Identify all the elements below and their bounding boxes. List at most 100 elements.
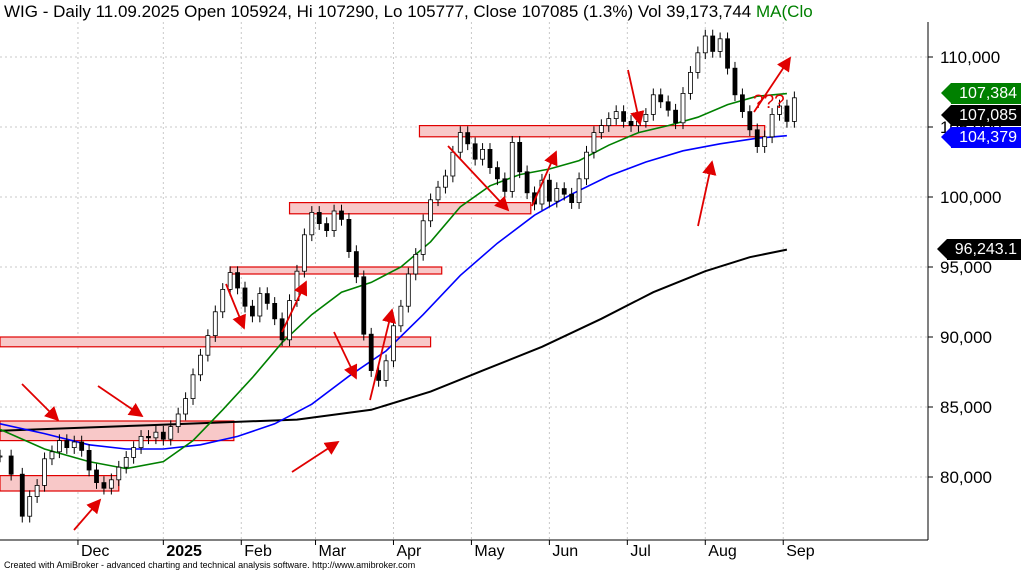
header-ma-label: MA(Clo xyxy=(756,2,813,21)
x-tick-label: Mar xyxy=(319,543,347,560)
bar-body xyxy=(584,151,589,180)
bar-body xyxy=(747,111,753,131)
red-arrow xyxy=(753,56,791,113)
bar-body xyxy=(732,67,738,96)
bar-body xyxy=(138,435,144,448)
bar-body xyxy=(643,114,649,122)
red-arrow xyxy=(697,160,717,227)
bar-body xyxy=(665,101,671,111)
bar-body xyxy=(777,105,782,115)
red-arrow xyxy=(73,498,102,531)
bar-body xyxy=(598,125,604,133)
chart-header: WIG - Daily 11.09.2025 Open 105924, Hi 1… xyxy=(4,2,813,22)
bar-body xyxy=(272,302,278,320)
bar-body xyxy=(480,148,485,160)
bar-body xyxy=(628,121,634,127)
price-bars xyxy=(0,29,797,523)
bar-body xyxy=(650,94,656,115)
bar-body xyxy=(94,469,99,484)
bar-body xyxy=(123,456,129,468)
bar-body xyxy=(116,466,122,481)
bar-body xyxy=(309,211,315,236)
bar-body xyxy=(108,479,114,489)
bar-body xyxy=(784,105,790,122)
price-tag: 107,384 xyxy=(941,83,1021,105)
bar-body xyxy=(153,431,159,439)
bar-body xyxy=(680,93,686,124)
bar-body xyxy=(27,496,33,517)
y-tick-label: 90,000 xyxy=(940,328,992,347)
x-tick-label: Apr xyxy=(396,543,422,560)
bar-body xyxy=(361,276,367,335)
bar-body xyxy=(64,440,70,449)
y-tick-label: 100,000 xyxy=(940,188,1001,207)
zone-rect xyxy=(288,202,532,215)
bar-body xyxy=(391,325,396,362)
bar-body xyxy=(546,179,552,202)
y-tick-label: 110,000 xyxy=(940,48,1000,67)
bar-body xyxy=(413,253,419,275)
chart-grid xyxy=(0,22,928,540)
red-arrow xyxy=(281,280,308,333)
bar-body xyxy=(235,272,240,289)
bar-body xyxy=(242,287,248,307)
zone-rect xyxy=(0,475,120,492)
zone-rect xyxy=(229,266,443,275)
bar-body xyxy=(465,132,471,145)
price-tag: 107,085 xyxy=(941,105,1021,127)
bar-body xyxy=(502,178,508,192)
y-tick-label: 95,000 xyxy=(940,258,992,277)
x-tick-label: Jun xyxy=(552,543,578,560)
x-tick-label: Feb xyxy=(244,543,272,560)
bar-body xyxy=(420,220,426,255)
question-annotation: ??? xyxy=(753,92,785,113)
red-arrow xyxy=(369,308,397,401)
bar-body xyxy=(405,273,411,307)
bar-body xyxy=(457,132,463,153)
credit-footer: Created with AmiBroker - advanced charti… xyxy=(4,560,416,570)
bar-body xyxy=(621,111,627,122)
bar-body xyxy=(450,151,456,177)
bar-body xyxy=(509,141,515,192)
bar-body xyxy=(368,333,374,372)
y-tick-label: 85,000 xyxy=(940,398,992,417)
bar-body xyxy=(250,305,255,317)
bar-body xyxy=(472,143,478,160)
bar-body xyxy=(160,431,166,440)
bar-body xyxy=(316,211,322,224)
bar-body xyxy=(56,440,62,453)
red-arrow xyxy=(21,383,60,422)
bar-body xyxy=(717,38,723,52)
bar-body xyxy=(34,484,40,497)
red-arrow xyxy=(531,150,558,207)
bar-body xyxy=(591,132,597,153)
ma-long-line xyxy=(0,248,788,432)
red-arrow xyxy=(627,69,645,126)
bar-body xyxy=(487,148,493,168)
bar-body xyxy=(205,335,211,356)
bar-body xyxy=(769,114,775,138)
bar-body xyxy=(710,35,716,52)
bar-body xyxy=(725,38,730,69)
bar-body xyxy=(517,141,523,173)
y-tick-label: 80,000 xyxy=(940,468,992,487)
bar-body xyxy=(257,293,263,317)
x-tick-label: Dec xyxy=(81,543,109,560)
bar-body xyxy=(339,210,344,220)
header-quote: WIG - Daily 11.09.2025 Open 105924, Hi 1… xyxy=(4,2,752,21)
bar-body xyxy=(331,210,337,232)
red-arrow xyxy=(447,145,510,212)
red-arrow xyxy=(291,441,340,473)
bar-body xyxy=(301,234,307,272)
x-tick-label: Jul xyxy=(630,543,650,560)
x-tick-label: Aug xyxy=(708,543,736,560)
x-tick-label: 2025 xyxy=(166,543,202,560)
bar-body xyxy=(576,178,582,204)
bar-body xyxy=(539,179,545,205)
price-tag: 96,243.1 xyxy=(936,239,1021,261)
x-tick-label: May xyxy=(474,543,504,560)
bar-body xyxy=(131,447,137,458)
ma-mid-path xyxy=(0,134,787,450)
bar-body xyxy=(658,94,664,103)
